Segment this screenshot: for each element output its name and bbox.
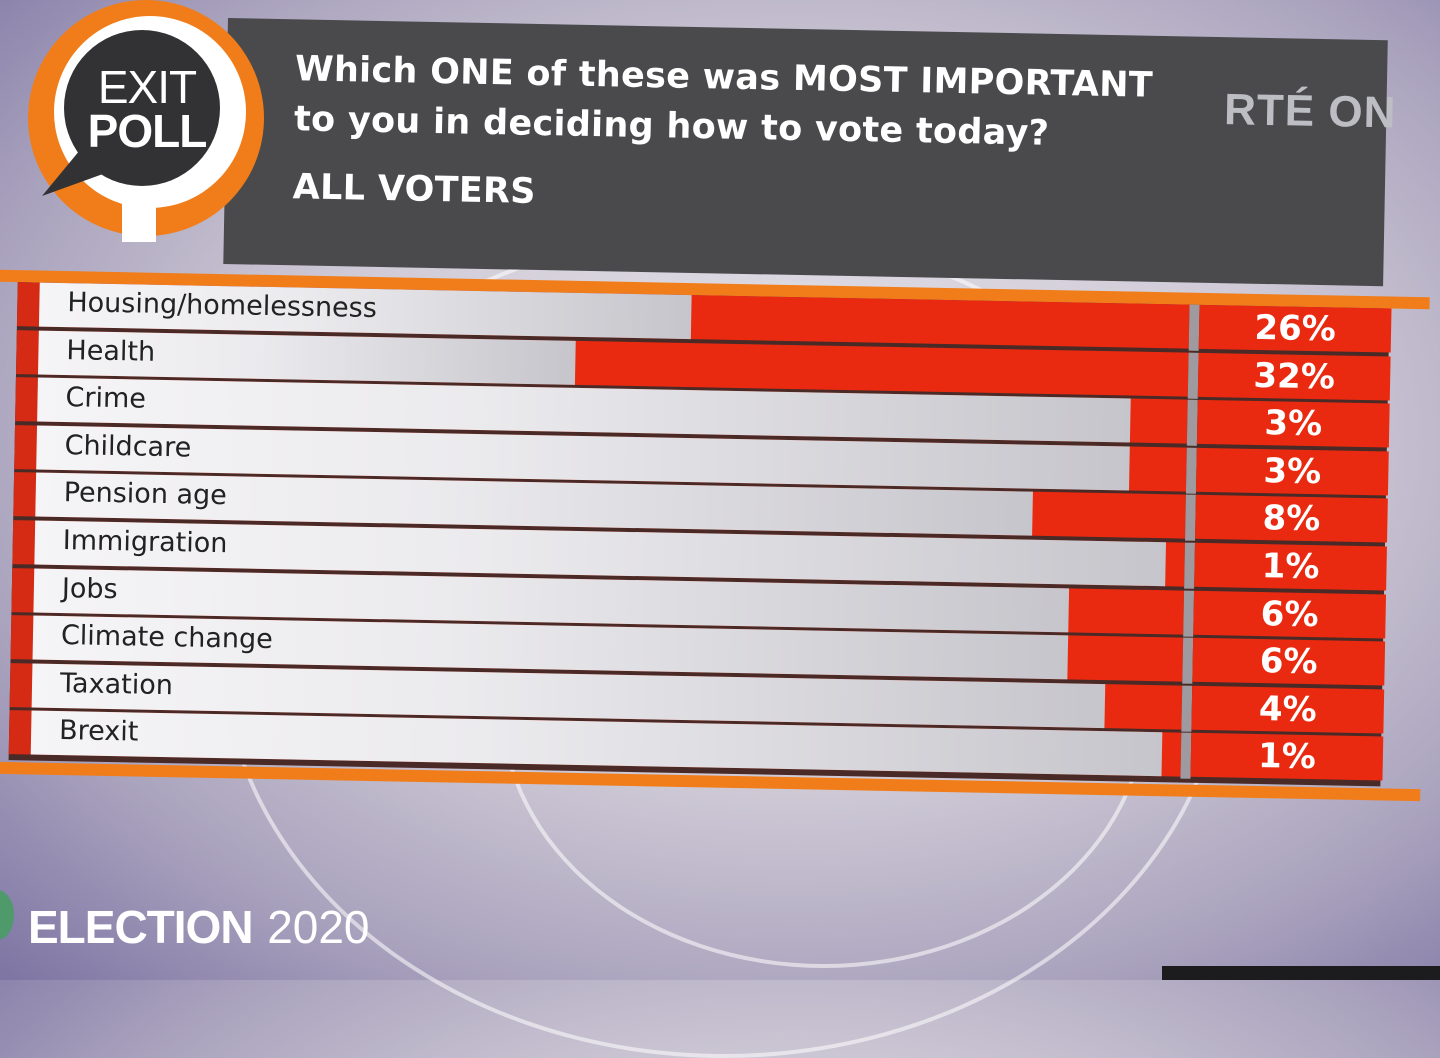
election-label: ELECTION — [28, 901, 254, 953]
question-line-1: Which ONE of these was MOST IMPORTANT — [294, 49, 1154, 106]
value-label: 32% — [1197, 352, 1391, 401]
chart-frame: Housing/homelessness 26% Health 32% Crime 3% C… — [8, 282, 1392, 787]
category-label: Immigration — [62, 525, 228, 560]
category-label: Health — [66, 334, 156, 368]
bar-left-edge — [11, 567, 35, 613]
value-label: 4% — [1191, 685, 1385, 734]
value-label: 1% — [1194, 542, 1387, 591]
speech-bubble-icon — [28, 0, 264, 242]
globe-icon — [0, 890, 14, 940]
value-label: 1% — [1190, 733, 1384, 781]
election-year: 2020 — [267, 901, 370, 953]
value-label: 3% — [1195, 447, 1389, 496]
category-label: Childcare — [64, 429, 192, 464]
bar-left-edge — [16, 282, 40, 327]
bar-left-edge — [16, 329, 39, 375]
category-label: Crime — [65, 382, 147, 415]
category-label: Pension age — [63, 477, 228, 512]
bar-left-edge — [8, 710, 32, 755]
value-label: 6% — [1193, 590, 1387, 639]
category-label: Climate change — [60, 620, 274, 656]
value-label: 26% — [1198, 304, 1392, 353]
value-label: 3% — [1196, 400, 1390, 448]
bar-chart: Housing/homelessness 26% Health 32% Crime 3% C… — [0, 269, 1430, 877]
bar-left-edge — [13, 472, 37, 517]
logo-exit-text: EXIT — [97, 61, 197, 113]
category-label: Housing/homelessness — [67, 287, 378, 325]
category-label: Brexit — [58, 715, 139, 748]
category-label: Taxation — [59, 667, 174, 701]
subtitle: ALL VOTERS — [292, 167, 537, 212]
bar-left-edge — [15, 377, 38, 422]
bar-left-edge — [14, 424, 38, 470]
bar-left-edge — [9, 662, 33, 708]
bar-left-edge — [12, 520, 36, 565]
broadcaster-logo: RTÉ ON — [1223, 85, 1397, 138]
value-label: 8% — [1195, 495, 1388, 543]
ticker-strip — [1162, 966, 1440, 980]
category-label: Jobs — [61, 572, 118, 605]
exit-poll-logo: EXIT POLL — [10, 0, 270, 250]
question-line-2: to you in deciding how to vote today? — [293, 99, 1050, 154]
election-branding: ELECTION 2020 — [28, 900, 370, 954]
logo-poll-text: POLL — [87, 105, 208, 157]
question-header: Which ONE of these was MOST IMPORTANT to… — [223, 18, 1397, 287]
value-label: 6% — [1192, 637, 1386, 686]
bar-left-edge — [10, 615, 34, 660]
